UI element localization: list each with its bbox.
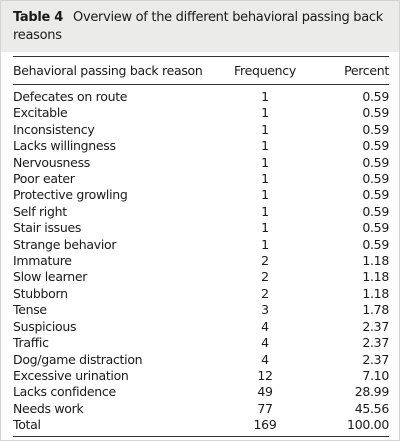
table-cell: 0.59 bbox=[362, 187, 389, 203]
table-cell: 1 bbox=[261, 89, 269, 104]
table-cell: Immature bbox=[13, 253, 72, 269]
table-cell: 1 bbox=[261, 154, 269, 170]
table-row: Stair issues 1 0.59 bbox=[13, 220, 389, 236]
table-cell: 45.56 bbox=[354, 400, 390, 416]
table-row: Lacks confidence 49 28.99 bbox=[13, 384, 389, 400]
table-cell: Lacks confidence bbox=[13, 384, 116, 400]
table-row: Suspicious 4 2.37 bbox=[13, 319, 389, 335]
table-cell: 1.78 bbox=[362, 302, 389, 318]
table-cell: Stubborn bbox=[13, 285, 68, 301]
table-cell: 2 bbox=[261, 253, 269, 269]
table-cell: 0.59 bbox=[362, 105, 389, 121]
table-row: Tense 3 1.78 bbox=[13, 302, 389, 318]
table-row: Traffic 4 2.37 bbox=[13, 335, 389, 351]
table-cell: Lacks willingness bbox=[13, 138, 116, 154]
table-cell: 1 bbox=[261, 220, 269, 236]
table-row: Excessive urination 12 7.10 bbox=[13, 368, 389, 384]
table-cell: 0.59 bbox=[362, 89, 389, 104]
table-cell: 1 bbox=[261, 203, 269, 219]
table-cell: Slow learner bbox=[13, 269, 88, 285]
table-cell: 0.59 bbox=[362, 154, 389, 170]
table-row: Defecates on route 1 0.59 bbox=[13, 85, 389, 106]
column-header: Percent bbox=[317, 56, 389, 85]
table-cell: 77 bbox=[257, 400, 273, 416]
table-cell: 1.18 bbox=[362, 285, 389, 301]
table-cell: Protective growling bbox=[13, 187, 128, 203]
table-cell: 100.00 bbox=[317, 417, 389, 437]
table-cell: 2 bbox=[261, 285, 269, 301]
table-body: Defecates on route 1 0.59 Excitable 1 0.59 Inc… bbox=[13, 85, 389, 437]
table-cell: 1 bbox=[261, 105, 269, 121]
table-cell: Poor eater bbox=[13, 171, 75, 187]
table-row: Immature 2 1.18 bbox=[13, 253, 389, 269]
table-cell: Strange behavior bbox=[13, 236, 117, 252]
table-cell: 7.10 bbox=[362, 367, 389, 383]
table-cell: Traffic bbox=[13, 335, 49, 351]
table-label: Table 4 bbox=[13, 10, 64, 25]
table-cell: 0.59 bbox=[362, 121, 389, 137]
table-cell: 4 bbox=[261, 335, 269, 351]
table-row: Lacks willingness 1 0.59 bbox=[13, 138, 389, 154]
header-row: Behavioral passing back reason Frequency P… bbox=[13, 56, 389, 85]
table-cell: Dog/game distraction bbox=[13, 351, 143, 367]
table-row: Slow learner 2 1.18 bbox=[13, 269, 389, 285]
table-cell: 0.59 bbox=[362, 203, 389, 219]
column-header: Frequency bbox=[213, 56, 317, 85]
table-row: Needs work 77 45.56 bbox=[13, 401, 389, 417]
table-cell: 0.59 bbox=[362, 220, 389, 236]
table: Behavioral passing back reason Frequency P… bbox=[13, 56, 389, 437]
table-cell: 49 bbox=[257, 384, 273, 400]
column-header: Behavioral passing back reason bbox=[13, 56, 213, 85]
table-cell: Nervousness bbox=[13, 154, 90, 170]
table-cell: 3 bbox=[261, 302, 269, 318]
table-cell: 0.59 bbox=[362, 138, 389, 154]
table-row: Poor eater 1 0.59 bbox=[13, 171, 389, 187]
table-cell: Self right bbox=[13, 203, 67, 219]
table-row: Strange behavior 1 0.59 bbox=[13, 237, 389, 253]
table-cell: Excessive urination bbox=[13, 367, 129, 383]
table-cell: 1 bbox=[261, 121, 269, 137]
table-cell: 169 bbox=[213, 417, 317, 437]
table-row: Stubborn 2 1.18 bbox=[13, 286, 389, 302]
table-cell: 4 bbox=[261, 318, 269, 334]
table-cell: 2 bbox=[261, 269, 269, 285]
table-cell: 0.59 bbox=[362, 171, 389, 187]
table-cell: 2.37 bbox=[362, 335, 389, 351]
table-cell: 1 bbox=[261, 171, 269, 187]
table-cell: 2.37 bbox=[362, 351, 389, 367]
table-row: Nervousness 1 0.59 bbox=[13, 155, 389, 171]
table-row: Protective growling 1 0.59 bbox=[13, 187, 389, 203]
table-title: Overview of the different behavioral pas… bbox=[13, 10, 383, 43]
table-cell: 12 bbox=[257, 367, 273, 383]
table-cell: Total bbox=[13, 417, 213, 437]
table-row: Self right 1 0.59 bbox=[13, 204, 389, 220]
table-cell: Inconsistency bbox=[13, 121, 95, 137]
table-cell: 28.99 bbox=[354, 384, 390, 400]
table-row: Inconsistency 1 0.59 bbox=[13, 122, 389, 138]
table-row: Dog/game distraction 4 2.37 bbox=[13, 352, 389, 368]
table-cell: Defecates on route bbox=[13, 89, 128, 104]
table-cell: 2.37 bbox=[362, 318, 389, 334]
table-cell: Suspicious bbox=[13, 318, 77, 334]
table-cell: 1 bbox=[261, 187, 269, 203]
table-cell: 1 bbox=[261, 138, 269, 154]
caption: Table 4 Overview of the different behavio… bbox=[1, 1, 399, 52]
table-cell: 4 bbox=[261, 351, 269, 367]
table-row: Excitable 1 0.59 bbox=[13, 105, 389, 121]
table-cell: 1.18 bbox=[362, 269, 389, 285]
table-cell: 0.59 bbox=[362, 236, 389, 252]
table-cell: Excitable bbox=[13, 105, 68, 121]
table-row: Total 169 100.00 bbox=[13, 417, 389, 437]
table-cell: Stair issues bbox=[13, 220, 82, 236]
table-cell: Needs work bbox=[13, 400, 84, 416]
table-cell: Tense bbox=[13, 302, 47, 318]
table-cell: 1 bbox=[261, 236, 269, 252]
table-cell: 1.18 bbox=[362, 253, 389, 269]
